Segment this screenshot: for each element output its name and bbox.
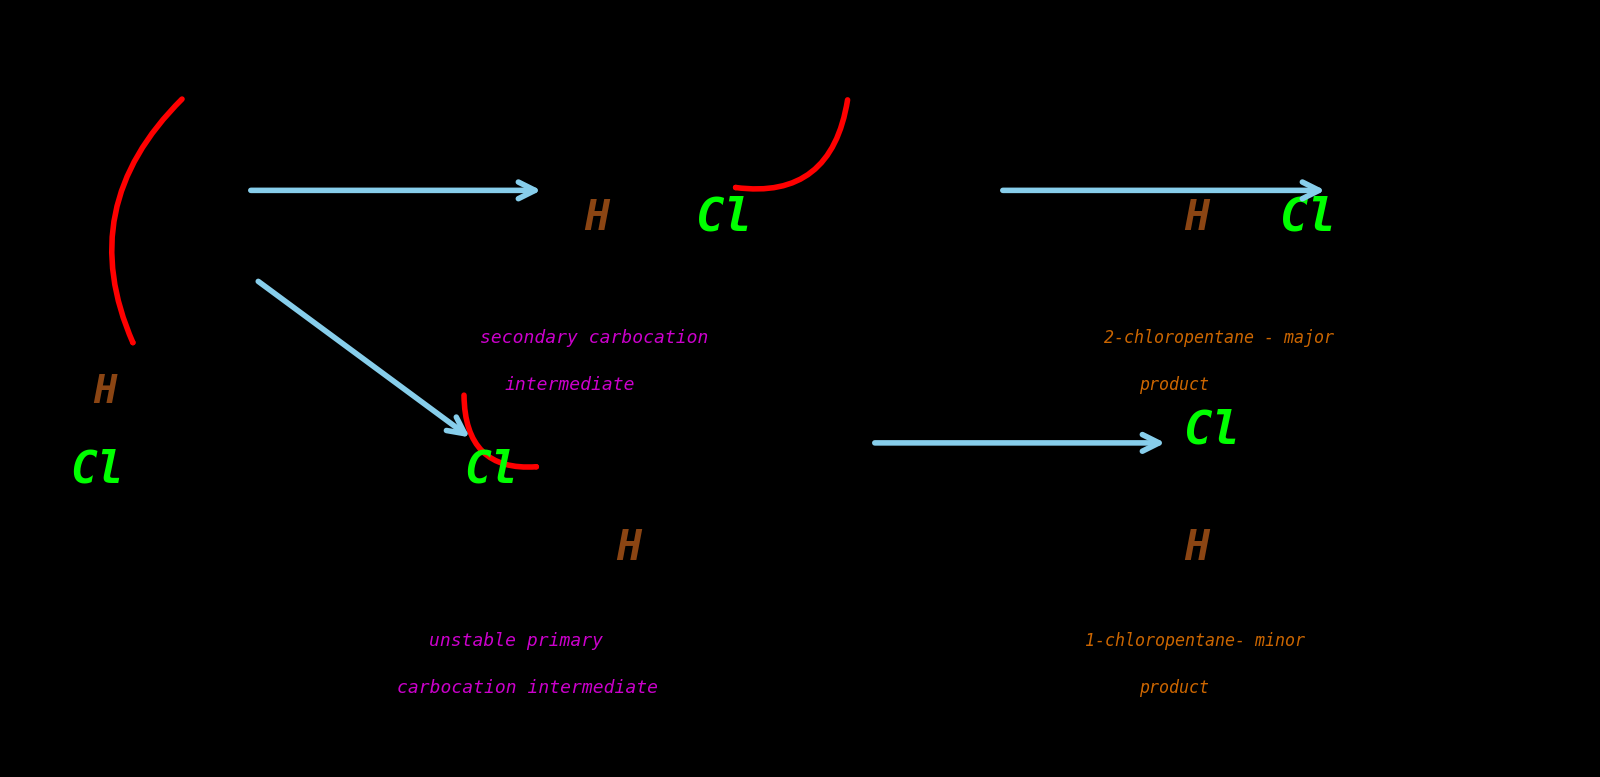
Text: Cl: Cl: [464, 448, 517, 492]
Text: product: product: [1139, 678, 1210, 697]
Text: H: H: [93, 374, 117, 411]
FancyArrowPatch shape: [464, 395, 536, 467]
Text: 2-chloropentane - major: 2-chloropentane - major: [1104, 329, 1334, 347]
Text: Cl: Cl: [696, 195, 754, 240]
Text: unstable primary: unstable primary: [429, 632, 603, 650]
Text: H: H: [1184, 527, 1210, 569]
Text: H: H: [616, 527, 642, 569]
FancyArrowPatch shape: [112, 99, 182, 343]
Text: H: H: [584, 197, 610, 239]
Text: Cl: Cl: [70, 448, 123, 492]
FancyArrowPatch shape: [736, 100, 848, 189]
Text: Cl: Cl: [1184, 409, 1242, 454]
Text: secondary carbocation: secondary carbocation: [480, 329, 709, 347]
Text: intermediate: intermediate: [504, 375, 635, 394]
Text: 1-chloropentane- minor: 1-chloropentane- minor: [1085, 632, 1306, 650]
Text: carbocation intermediate: carbocation intermediate: [397, 678, 658, 697]
Text: H: H: [1184, 197, 1210, 239]
Text: Cl: Cl: [1280, 195, 1338, 240]
Text: product: product: [1139, 375, 1210, 394]
